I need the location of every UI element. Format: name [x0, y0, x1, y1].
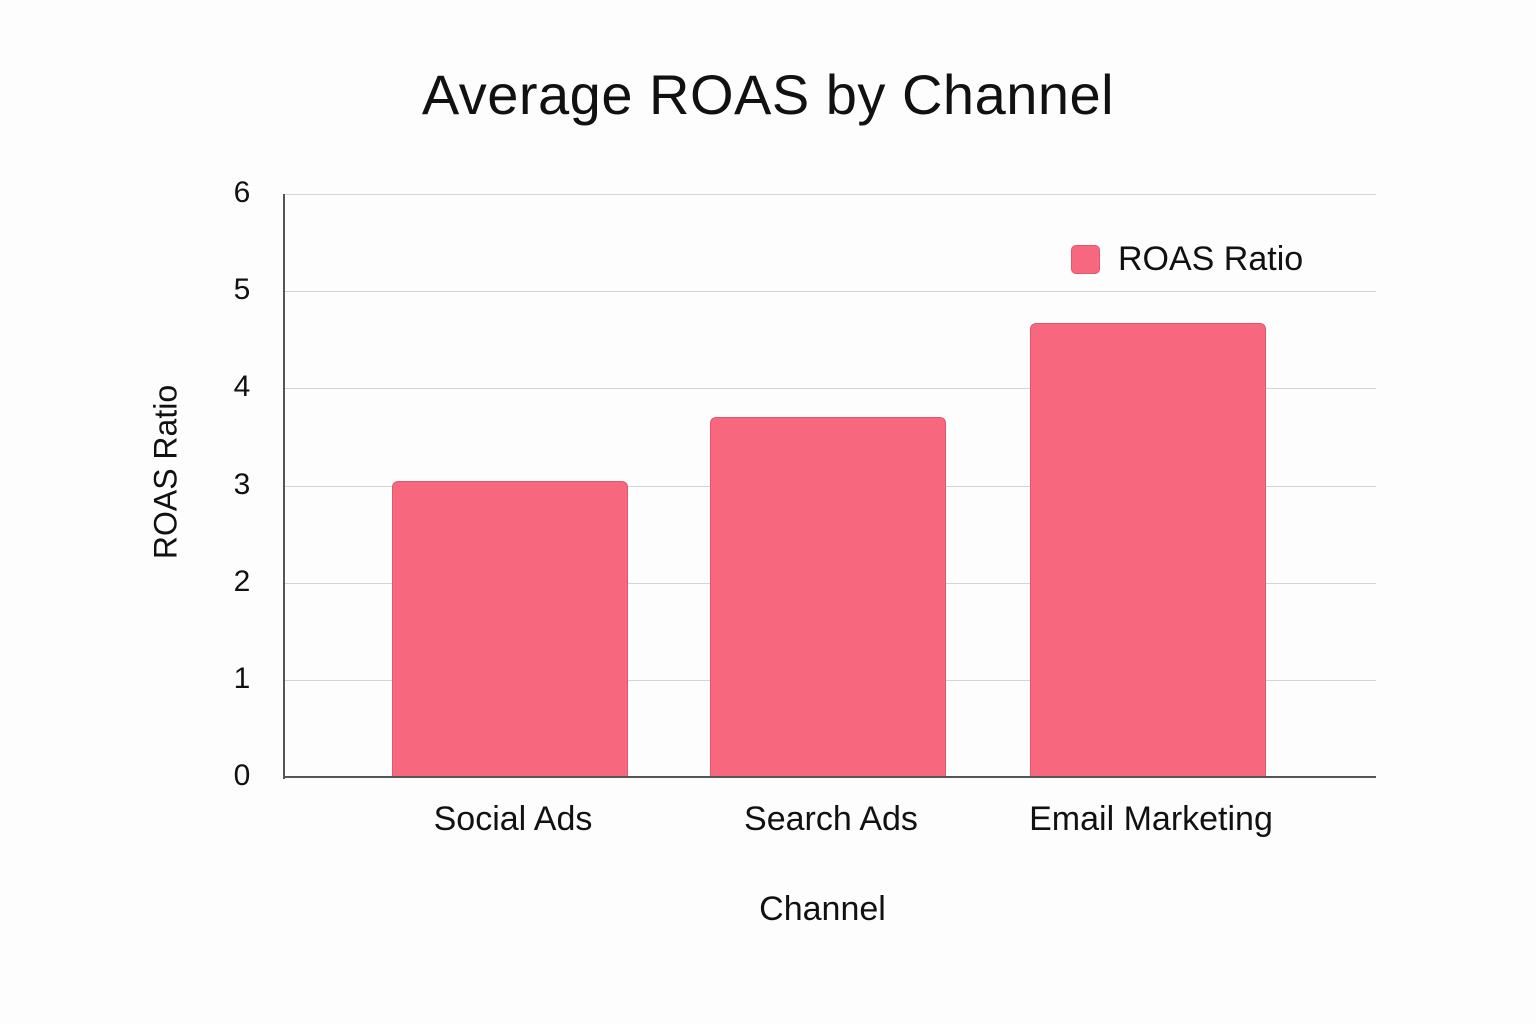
legend-swatch: [1071, 245, 1100, 274]
bar[interactable]: [710, 417, 946, 777]
legend: ROAS Ratio: [1071, 240, 1303, 279]
plot-area: [285, 194, 1376, 777]
y-tick-label: 5: [233, 273, 251, 307]
y-tick-label: 6: [233, 176, 251, 209]
y-tick-label: 2: [233, 564, 251, 598]
y-tick-label: 3: [233, 467, 251, 501]
gridline: [285, 194, 1376, 195]
gridline: [285, 291, 1376, 293]
x-tick-label: Social Ads: [433, 800, 593, 838]
y-axis-label: ROAS Ratio: [147, 384, 184, 560]
chart-title: Average ROAS by Channel: [421, 63, 1115, 126]
y-tick-label: 0: [233, 759, 251, 792]
x-tick-label: Email Marketing: [1029, 800, 1273, 838]
gridline: [285, 388, 1376, 390]
y-axis-line: [283, 194, 285, 779]
bar[interactable]: [392, 480, 628, 777]
y-tick-label: 4: [233, 370, 251, 404]
bar[interactable]: [1030, 323, 1266, 777]
y-tick-label: 1: [233, 661, 251, 695]
x-axis-line: [283, 776, 1376, 778]
legend-label: ROAS Ratio: [1118, 240, 1304, 278]
x-axis-label: Channel: [759, 890, 886, 928]
x-tick-label: Search Ads: [744, 800, 918, 838]
